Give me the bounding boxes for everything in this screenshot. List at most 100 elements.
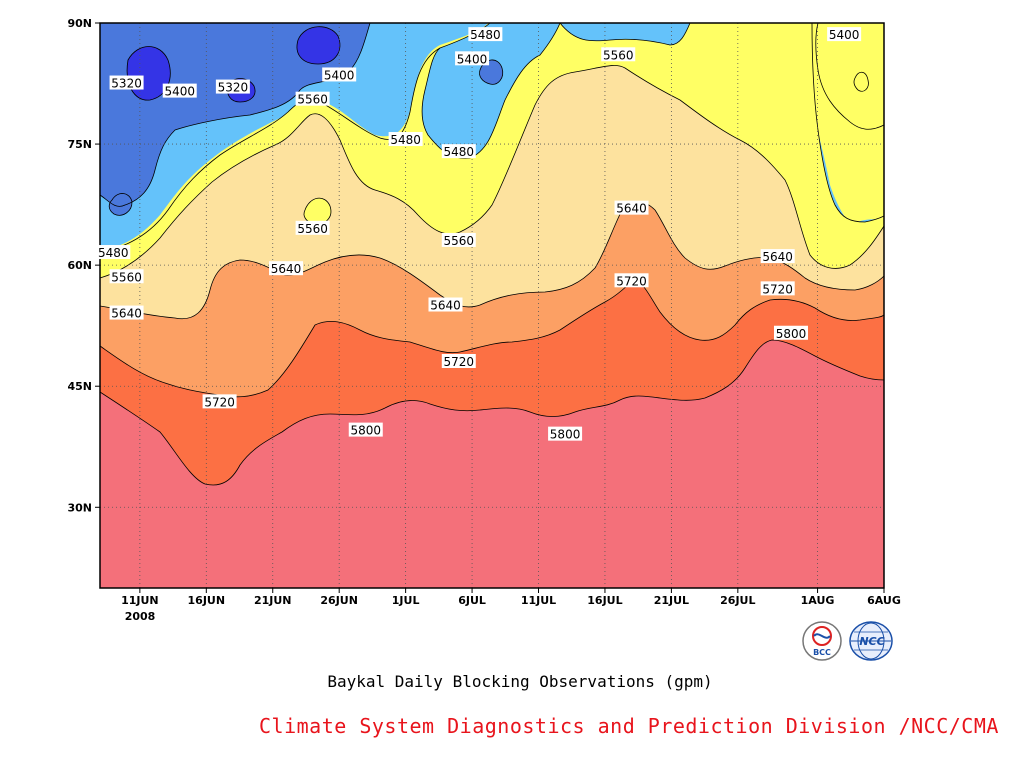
contour-line-5320-c [227,78,256,103]
contour-label-text: 5640 [271,262,302,276]
contour-label-text: 5560 [111,270,142,284]
contour-line-5480-c [559,22,691,46]
contour-label-bg [162,83,197,98]
x-tick-label: 26JUN [320,594,358,607]
contour-label-bg [215,79,250,94]
x-tick-label: 16JUL [587,594,622,607]
contour-label: 5320 [109,75,144,91]
contour-line-5560 [99,65,885,279]
contour-label-text: 5800 [550,428,581,442]
contour-label: 5640 [428,297,463,313]
contour-label: 5720 [760,281,795,296]
contour-label-bg [773,325,808,340]
contour-label-text: 5800 [350,424,381,438]
contour-label-text: 5400 [164,85,195,99]
y-tick-label: 45N [67,380,92,393]
contour-label: 5480 [441,144,476,159]
contour-label-bg [322,67,357,82]
contour-label: 5480 [388,132,423,147]
contour-label-bg [455,51,490,66]
band-below-5320-b [296,26,340,64]
contour-label-bg [388,132,423,147]
band-5400-5480-top [560,23,690,45]
contour-line-5400-mid [479,59,504,85]
contour-label-bg [295,220,330,235]
y-axis: 30N 45N 60N 75N 90N [67,17,100,514]
contour-label-bg [109,305,144,320]
contour-label: 5320 [215,79,250,95]
contour-label: 5640 [760,249,795,264]
contour-label-bg [548,426,583,441]
y-tick-label: 60N [67,259,92,272]
contour-label: 5480 [468,27,503,42]
ncc-logo: NCC [849,621,893,661]
contour-label: 5400 [322,67,357,82]
contour-label: 5800 [773,325,808,341]
x-tick-label: 26JUL [720,594,755,607]
contour-label-text: 5640 [616,202,647,216]
x-year-label: 2008 [125,610,156,623]
contour-line-5320-b [296,26,341,65]
bcc-logo-text: BCC [813,648,831,657]
contour-label-bg [348,422,383,437]
x-tick-label: 21JUL [654,594,689,607]
contour-label-bg [202,394,237,409]
contour-label-text: 5400 [324,68,355,82]
band-5320-5400-f [109,193,132,216]
contour-label-bg [295,91,330,106]
band-5320-5400-mid [479,59,503,85]
contour-label-text: 5640 [762,250,793,264]
contour-label-bg [428,297,463,312]
contour-label-bg [109,75,144,90]
contour-label: 5800 [348,422,383,438]
contour-label-bg [109,269,144,284]
contour-label-bg [760,249,795,264]
ncc-logo-text: NCC [859,635,884,648]
contour-fills [100,23,884,588]
contour-label: 5720 [202,394,237,409]
x-tick-label: 1AUG [801,594,835,607]
contour-label-text: 5400 [829,28,860,42]
contour-label-bg [96,245,131,260]
contour-label: 5400 [455,51,490,66]
x-tick-label: 6AUG [867,594,901,607]
y-tick-label: 90N [67,17,92,30]
contour-label: 5560 [295,220,330,236]
contour-label-text: 5320 [111,77,142,91]
contour-label-bg [614,200,649,215]
band-5480-5560-cell [304,198,331,225]
contour-label-text: 5720 [204,395,235,409]
contour-label: 5800 [548,426,583,442]
credit-text: Climate System Diagnostics and Predictio… [259,714,999,738]
contour-label: 5560 [109,269,144,284]
y-tick-label: 30N [67,501,92,514]
contour-label: 5400 [827,27,862,42]
contour-line-5560-cell [303,197,332,225]
contour-label-bg [269,261,304,276]
y-tick-label: 75N [67,138,92,151]
contour-label-text: 5720 [616,274,647,288]
contour-label-bg [827,27,862,42]
contour-label-bg [441,144,476,159]
gridlines [100,23,884,588]
contour-label: 5640 [109,305,144,321]
contour-label: 5480 [96,245,131,260]
contour-label-bg [614,273,649,288]
x-tick-label: 16JUN [188,594,226,607]
band-above-5800 [100,340,884,588]
contour-label: 5560 [295,91,330,107]
contour-line-5800 [99,339,885,486]
contour-label: 5640 [614,200,649,216]
contour-label-bg [760,281,795,296]
bcc-logo: BCC [802,621,842,661]
contour-label-bg [601,47,636,62]
contour-line-5400-cell [108,193,133,216]
plot-frame [99,22,885,589]
contour-label-text: 5480 [98,246,129,260]
contour-label-text: 5800 [776,327,807,341]
contour-label-bg [441,354,476,368]
contour-label-text: 5400 [457,52,488,66]
contour-label-text: 5720 [444,355,475,369]
contour-line-5720 [99,277,885,398]
